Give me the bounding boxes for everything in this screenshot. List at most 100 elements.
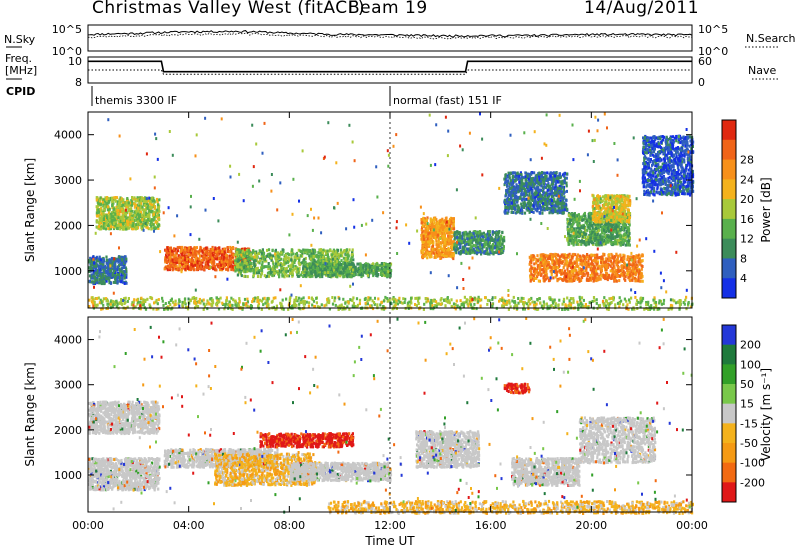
power-cell	[350, 262, 353, 266]
power-cell	[314, 269, 317, 273]
power-cell	[266, 248, 269, 252]
power-cell	[356, 270, 359, 273]
power-cell	[558, 255, 561, 259]
power-cell	[445, 242, 448, 246]
power-cell	[443, 251, 446, 255]
power-cell	[180, 249, 183, 253]
power-cell	[609, 264, 612, 268]
power-cell	[493, 231, 496, 235]
power-cell	[105, 220, 108, 224]
power-cell	[339, 264, 342, 268]
power-cell	[183, 251, 186, 255]
power-cell	[278, 273, 281, 277]
power-cell	[534, 276, 537, 280]
power-cell	[310, 250, 313, 254]
power-cell	[237, 265, 240, 269]
power-cell	[277, 260, 280, 264]
power-cell	[326, 255, 329, 258]
power-cell	[421, 224, 424, 228]
power-cell	[617, 265, 620, 269]
power-cell	[149, 210, 152, 213]
power-cell	[138, 222, 141, 226]
power-cell	[143, 197, 146, 201]
power-cell	[140, 203, 143, 207]
power-cell	[141, 224, 144, 228]
power-cell	[290, 258, 293, 262]
power-cell	[331, 250, 334, 254]
power-cell	[324, 271, 327, 275]
power-cell	[116, 265, 119, 269]
power-cell	[602, 274, 605, 277]
power-cell	[486, 242, 490, 246]
power-cell	[98, 266, 101, 270]
power-cell	[359, 262, 362, 266]
power-cell	[485, 237, 488, 241]
power-cell	[575, 269, 578, 273]
power-cell	[268, 265, 271, 269]
power-cell	[439, 257, 442, 260]
power-cell	[120, 197, 123, 201]
power-cell	[209, 251, 212, 255]
power-cell	[228, 264, 231, 268]
power-cell	[331, 273, 334, 277]
power-cell	[631, 255, 634, 259]
power-cell	[205, 251, 209, 255]
power-cell	[484, 252, 487, 255]
power-cell	[132, 222, 135, 226]
power-cell	[100, 260, 103, 264]
power-cell	[294, 255, 297, 259]
power-cell	[475, 238, 478, 242]
power-cell	[450, 245, 453, 249]
power-cell	[452, 217, 455, 221]
power-cell	[637, 279, 640, 283]
power-cell	[101, 214, 104, 218]
power-cell	[438, 228, 441, 232]
power-cell	[541, 264, 544, 267]
power-cell	[457, 251, 461, 255]
power-cell	[611, 270, 614, 274]
power-cell	[239, 260, 243, 264]
power-cell	[204, 265, 207, 269]
power-cell	[331, 257, 334, 261]
power-cell	[485, 239, 488, 242]
power-cell	[107, 270, 110, 274]
power-cell	[124, 255, 127, 259]
power-cell	[112, 215, 115, 219]
power-cell	[194, 263, 197, 267]
power-cell	[232, 253, 235, 257]
power-cell	[366, 268, 369, 272]
power-cell	[253, 262, 256, 266]
power-cell	[297, 248, 300, 252]
power-cell	[99, 263, 102, 267]
power-cell	[244, 270, 247, 274]
power-cell	[119, 223, 122, 227]
power-cell	[107, 227, 110, 230]
power-cell	[121, 214, 124, 218]
power-cell	[599, 277, 602, 281]
power-cell	[112, 207, 115, 211]
nave-ytick: 0	[698, 76, 705, 89]
power-cell	[432, 225, 435, 228]
power-cell	[122, 198, 125, 202]
power-cell	[437, 250, 440, 254]
power-cell	[202, 253, 205, 257]
power-cell	[105, 279, 108, 283]
power-cell	[110, 274, 113, 278]
power-cell	[146, 226, 149, 230]
power-cell	[313, 249, 316, 253]
power-cell	[181, 256, 185, 260]
power-cell	[158, 204, 161, 208]
power-cell	[569, 263, 572, 266]
power-cell	[258, 269, 261, 272]
power-cell	[102, 211, 105, 215]
power-cell	[585, 269, 588, 273]
power-cell	[433, 224, 436, 228]
power-cell	[337, 252, 340, 256]
power-cell	[421, 226, 424, 230]
power-cell	[212, 267, 215, 271]
power-cell	[465, 242, 468, 246]
power-cell	[208, 267, 211, 270]
power-cell	[131, 196, 134, 199]
power-cell	[448, 231, 451, 235]
power-cell	[437, 240, 440, 244]
